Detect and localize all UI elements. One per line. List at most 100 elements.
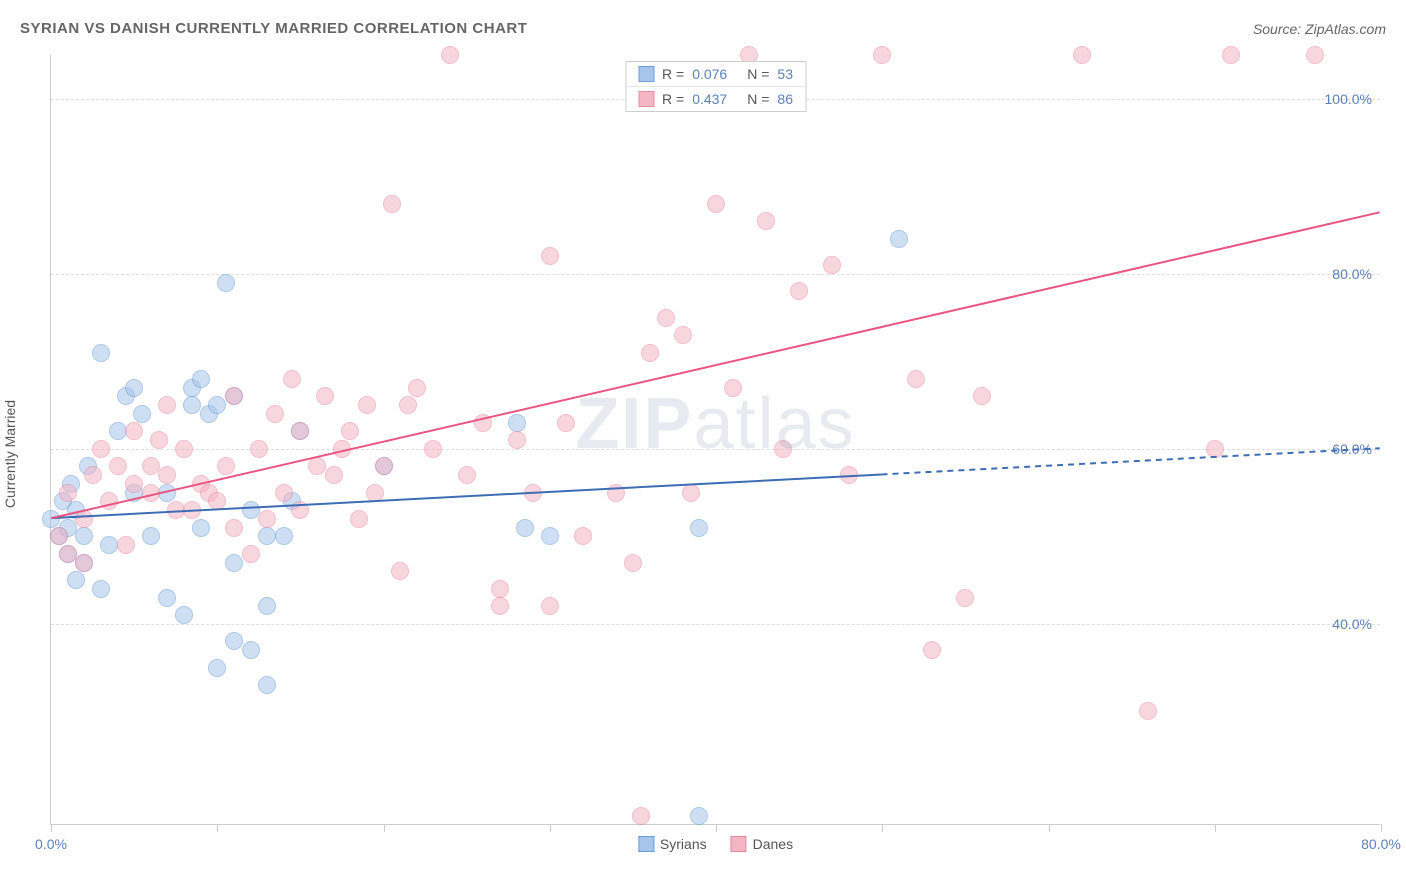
data-point [973,387,991,405]
data-point [225,519,243,537]
data-point [100,536,118,554]
data-point [391,562,409,580]
data-point [258,676,276,694]
data-point [183,501,201,519]
data-point [92,440,110,458]
data-point [258,597,276,615]
legend-n-value: 86 [777,91,793,107]
data-point [541,527,559,545]
legend-r-label: R = [662,91,684,107]
y-tick-label: 80.0% [1332,266,1372,282]
scatter-plot: R = 0.076N = 53R = 0.437N = 86 ZIPatlas … [50,55,1380,825]
data-point [474,414,492,432]
data-point [441,46,459,64]
data-point [790,282,808,300]
data-point [508,431,526,449]
legend-swatch [638,66,654,82]
legend-row: R = 0.076N = 53 [626,62,805,86]
x-tick-mark [1049,824,1050,832]
data-point [890,230,908,248]
data-point [109,457,127,475]
y-tick-label: 100.0% [1325,91,1372,107]
data-point [632,807,650,825]
series-legend: SyriansDanes [638,836,793,852]
data-point [956,589,974,607]
data-point [192,370,210,388]
data-point [366,484,384,502]
data-point [242,501,260,519]
data-point [757,212,775,230]
data-point [208,492,226,510]
data-point [375,457,393,475]
data-point [774,440,792,458]
data-point [158,589,176,607]
data-point [541,597,559,615]
data-point [383,195,401,213]
data-point [508,414,526,432]
data-point [516,519,534,537]
data-point [291,422,309,440]
data-point [117,536,135,554]
data-point [316,387,334,405]
chart-title: SYRIAN VS DANISH CURRENTLY MARRIED CORRE… [20,20,527,37]
data-point [266,405,284,423]
legend-row: R = 0.437N = 86 [626,86,805,111]
data-point [92,344,110,362]
data-point [192,519,210,537]
data-point [333,440,351,458]
data-point [250,440,268,458]
data-point [491,597,509,615]
data-point [208,659,226,677]
data-point [624,554,642,572]
data-point [491,580,509,598]
data-point [42,510,60,528]
data-point [150,431,168,449]
data-point [142,527,160,545]
data-point [408,379,426,397]
data-point [458,466,476,484]
data-point [242,545,260,563]
source-label: Source: ZipAtlas.com [1253,21,1386,37]
data-point [125,475,143,493]
data-point [682,484,700,502]
correlation-legend: R = 0.076N = 53R = 0.437N = 86 [625,61,806,112]
x-tick-mark [716,824,717,832]
data-point [1139,702,1157,720]
data-point [258,527,276,545]
x-tick-mark [550,824,551,832]
legend-swatch [731,836,747,852]
legend-n-label: N = [747,91,769,107]
data-point [358,396,376,414]
data-point [158,396,176,414]
data-point [707,195,725,213]
data-point [823,256,841,274]
x-tick-mark [882,824,883,832]
data-point [308,457,326,475]
watermark: ZIPatlas [575,383,855,465]
data-point [75,554,93,572]
data-point [690,807,708,825]
y-tick-label: 60.0% [1332,441,1372,457]
data-point [424,440,442,458]
data-point [541,247,559,265]
data-point [242,641,260,659]
data-point [133,405,151,423]
data-point [840,466,858,484]
x-tick-mark [217,824,218,832]
data-point [674,326,692,344]
legend-swatch [638,836,654,852]
data-point [67,571,85,589]
data-point [557,414,575,432]
gridline [51,624,1380,625]
data-point [607,484,625,502]
x-tick-label: 80.0% [1361,836,1401,852]
gridline [51,274,1380,275]
data-point [59,545,77,563]
data-point [100,492,118,510]
data-point [574,527,592,545]
data-point [175,440,193,458]
data-point [524,484,542,502]
data-point [923,641,941,659]
data-point [907,370,925,388]
data-point [225,387,243,405]
